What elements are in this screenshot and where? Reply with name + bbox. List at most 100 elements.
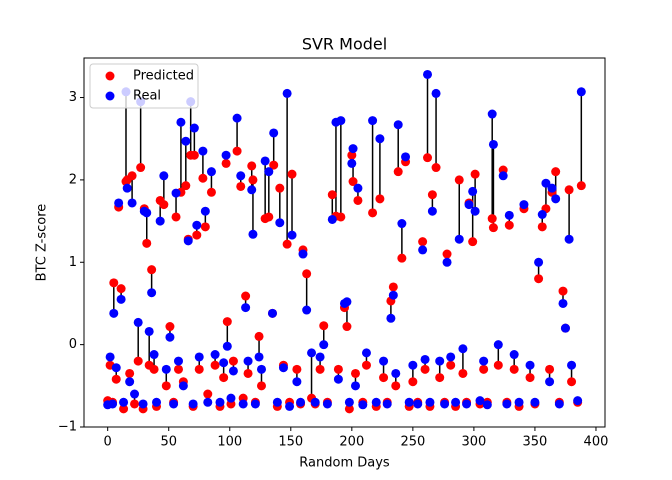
- point: [149, 364, 159, 374]
- point: [393, 120, 403, 130]
- point: [475, 396, 485, 406]
- point: [393, 167, 403, 177]
- point: [567, 377, 577, 387]
- point: [264, 212, 274, 222]
- point: [420, 364, 430, 374]
- point: [488, 223, 498, 233]
- point: [388, 290, 398, 300]
- point: [219, 373, 229, 383]
- point: [298, 249, 308, 259]
- point: [269, 128, 279, 138]
- y-axis-label: BTC Z-score: [35, 204, 50, 282]
- point: [248, 229, 258, 239]
- point: [108, 399, 118, 409]
- point: [504, 220, 514, 230]
- plot-frame: [83, 57, 606, 428]
- point: [171, 212, 181, 222]
- point: [470, 206, 480, 216]
- point: [567, 360, 577, 370]
- point: [198, 173, 208, 183]
- point: [487, 109, 497, 119]
- point: [431, 163, 441, 173]
- point: [287, 230, 297, 240]
- point: [487, 214, 497, 224]
- legend-box: [89, 63, 199, 109]
- point: [165, 332, 175, 342]
- x-tick-label: 250: [400, 435, 425, 450]
- point: [509, 364, 519, 374]
- point: [226, 393, 236, 403]
- point: [165, 322, 175, 332]
- point: [173, 356, 183, 366]
- point: [423, 153, 433, 163]
- point: [221, 158, 231, 168]
- point: [418, 237, 428, 247]
- point: [296, 397, 306, 407]
- point: [125, 377, 135, 387]
- point: [468, 186, 478, 196]
- point: [136, 163, 146, 173]
- y-tick-label: 2: [69, 172, 77, 187]
- point: [391, 381, 401, 391]
- point: [221, 150, 231, 160]
- point: [537, 222, 547, 232]
- point: [551, 167, 561, 177]
- point: [462, 399, 472, 409]
- point: [379, 373, 389, 383]
- point: [256, 364, 266, 374]
- point: [427, 190, 437, 200]
- point: [171, 188, 181, 198]
- point: [109, 278, 119, 288]
- point: [440, 399, 450, 409]
- point: [267, 308, 277, 318]
- point: [388, 282, 398, 292]
- point: [547, 183, 557, 193]
- point: [232, 146, 242, 156]
- point: [236, 181, 246, 191]
- point: [348, 144, 358, 154]
- point: [292, 364, 302, 374]
- point: [133, 356, 143, 366]
- point: [125, 368, 135, 378]
- point: [525, 373, 535, 383]
- point: [111, 374, 121, 384]
- point: [210, 350, 220, 360]
- point: [530, 397, 540, 407]
- point: [413, 399, 423, 409]
- point: [431, 88, 441, 98]
- point: [336, 212, 346, 222]
- point: [408, 360, 418, 370]
- point: [315, 364, 325, 374]
- point: [358, 400, 368, 410]
- point: [149, 350, 159, 360]
- point: [203, 389, 213, 399]
- point: [368, 208, 378, 218]
- point: [442, 249, 452, 259]
- point: [307, 348, 317, 358]
- point: [470, 169, 480, 179]
- point: [287, 169, 297, 179]
- y-tick-label: 3: [69, 90, 77, 105]
- point: [322, 399, 332, 409]
- point: [243, 368, 253, 378]
- point: [222, 341, 232, 351]
- point: [348, 177, 358, 187]
- point: [119, 397, 129, 407]
- point: [238, 399, 248, 409]
- point: [189, 150, 199, 160]
- point: [206, 187, 216, 197]
- point: [183, 236, 193, 246]
- point: [243, 356, 253, 366]
- point: [247, 161, 257, 171]
- point: [282, 88, 292, 98]
- point: [219, 358, 229, 368]
- point: [519, 200, 529, 210]
- point: [192, 230, 202, 240]
- point: [111, 363, 121, 373]
- point: [105, 352, 115, 362]
- point: [327, 190, 337, 200]
- point: [344, 404, 354, 414]
- point: [347, 158, 357, 168]
- x-tick-label: 50: [160, 435, 177, 450]
